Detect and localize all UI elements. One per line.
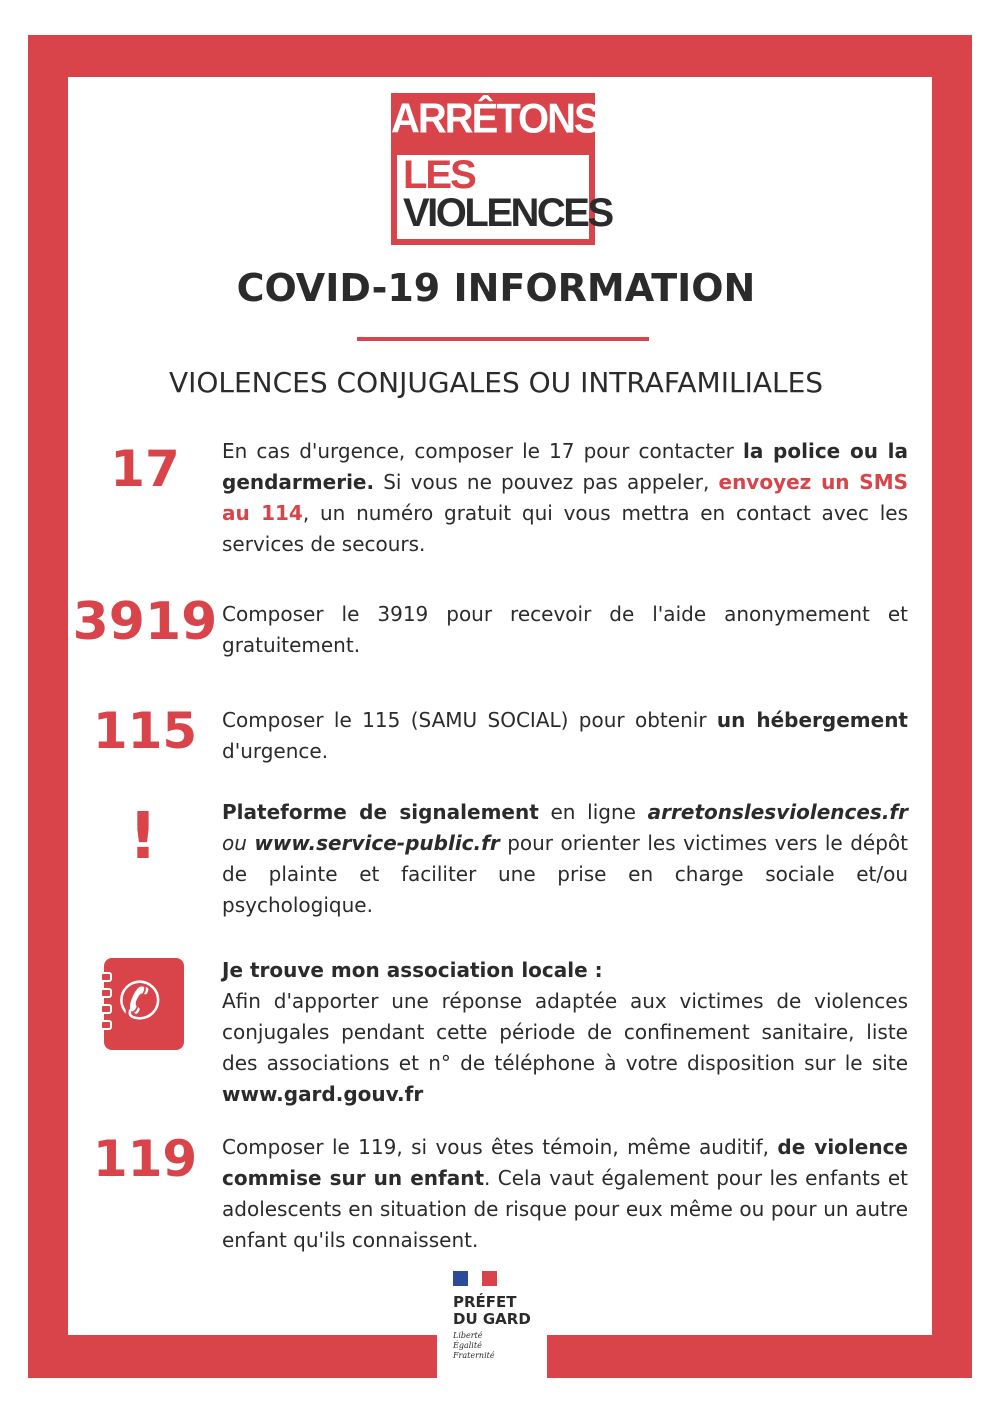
text-run: d'urgence. bbox=[222, 739, 329, 763]
text-run: www.service-public.fr bbox=[254, 831, 500, 855]
number-3919: 3919 bbox=[72, 592, 218, 652]
text-run: Composer le 115 (SAMU SOCIAL) pour obten… bbox=[222, 708, 717, 732]
french-flag-icon bbox=[453, 1271, 498, 1286]
border-gap bbox=[437, 1330, 547, 1390]
text-run: Si vous ne pouvez pas appeler, bbox=[374, 470, 719, 494]
text-run: . Cela vaut également pour les enfants e… bbox=[222, 1166, 908, 1252]
text-run: Composer le 3919 pour recevoir de l'aide… bbox=[222, 602, 908, 657]
section-115-text: Composer le 115 (SAMU SOCIAL) pour obten… bbox=[222, 705, 908, 767]
text-run: Plateforme de signalement bbox=[222, 800, 539, 824]
republic-motto: Liberté Égalité Fraternité bbox=[453, 1331, 531, 1361]
text-run: www.gard.gouv.fr bbox=[222, 1082, 424, 1106]
arretons-les-violences-logo: ARRÊTONS LES VIOLENCES bbox=[391, 93, 614, 245]
poster-content-area bbox=[68, 77, 932, 1335]
text-run: pour orienter les victimes vers le dépôt… bbox=[222, 831, 908, 917]
text-run: arretonslesviolences.fr bbox=[647, 800, 908, 824]
section-119-text: Composer le 119, si vous êtes témoin, mê… bbox=[222, 1132, 908, 1256]
phone-book-icon: ✆ bbox=[100, 958, 184, 1050]
number-115: 115 bbox=[92, 702, 198, 760]
text-run: la police ou la gendarmerie. bbox=[222, 439, 908, 494]
logo-line1: ARRÊTONS bbox=[391, 95, 601, 143]
section-association-text: Je trouve mon association locale : Afin … bbox=[222, 955, 908, 1110]
prefet-du-gard-logo: PRÉFET DU GARD Liberté Égalité Fraternit… bbox=[453, 1271, 531, 1361]
text-run: de violence commise sur un enfant bbox=[222, 1135, 908, 1190]
section-17-text: En cas d'urgence, composer le 17 pour co… bbox=[222, 436, 908, 560]
number-17: 17 bbox=[110, 440, 180, 498]
text-run: Je trouve mon association locale : bbox=[222, 958, 603, 982]
logo-white-box: LES VIOLENCES bbox=[397, 153, 614, 239]
title-divider bbox=[357, 337, 649, 341]
motto-liberte: Liberté bbox=[453, 1331, 483, 1340]
text-run: Afin d'apporter une réponse adaptée aux … bbox=[222, 989, 908, 1075]
page-subtitle: VIOLENCES CONJUGALES OU INTRAFAMILIALES bbox=[168, 366, 824, 399]
number-119: 119 bbox=[92, 1130, 198, 1188]
text-run: ou bbox=[222, 831, 255, 855]
text-run: , un numéro gratuit qui vous mettra en c… bbox=[222, 501, 908, 556]
text-run: un hébergement bbox=[716, 708, 908, 732]
motto-egalite: Égalité bbox=[453, 1341, 482, 1350]
text-run: En cas d'urgence, composer le 17 pour co… bbox=[222, 439, 743, 463]
prefet-line2: DU GARD bbox=[453, 1310, 531, 1328]
text-run: Composer le 119, si vous êtes témoin, mê… bbox=[222, 1135, 778, 1159]
text-run: envoyez un SMS au 114 bbox=[222, 470, 909, 525]
page-title: COVID-19 INFORMATION bbox=[236, 266, 756, 310]
logo-line2: LES bbox=[403, 153, 477, 197]
motto-fraternite: Fraternité bbox=[453, 1351, 495, 1360]
section-3919-text: Composer le 3919 pour recevoir de l'aide… bbox=[222, 599, 908, 661]
section-plateforme-text: Plateforme de signalement en ligne arret… bbox=[222, 797, 908, 921]
text-run: en ligne bbox=[538, 800, 648, 824]
logo-line3: VIOLENCES bbox=[403, 191, 614, 235]
exclamation-icon: ! bbox=[128, 800, 158, 874]
prefet-line1: PRÉFET bbox=[453, 1293, 517, 1311]
